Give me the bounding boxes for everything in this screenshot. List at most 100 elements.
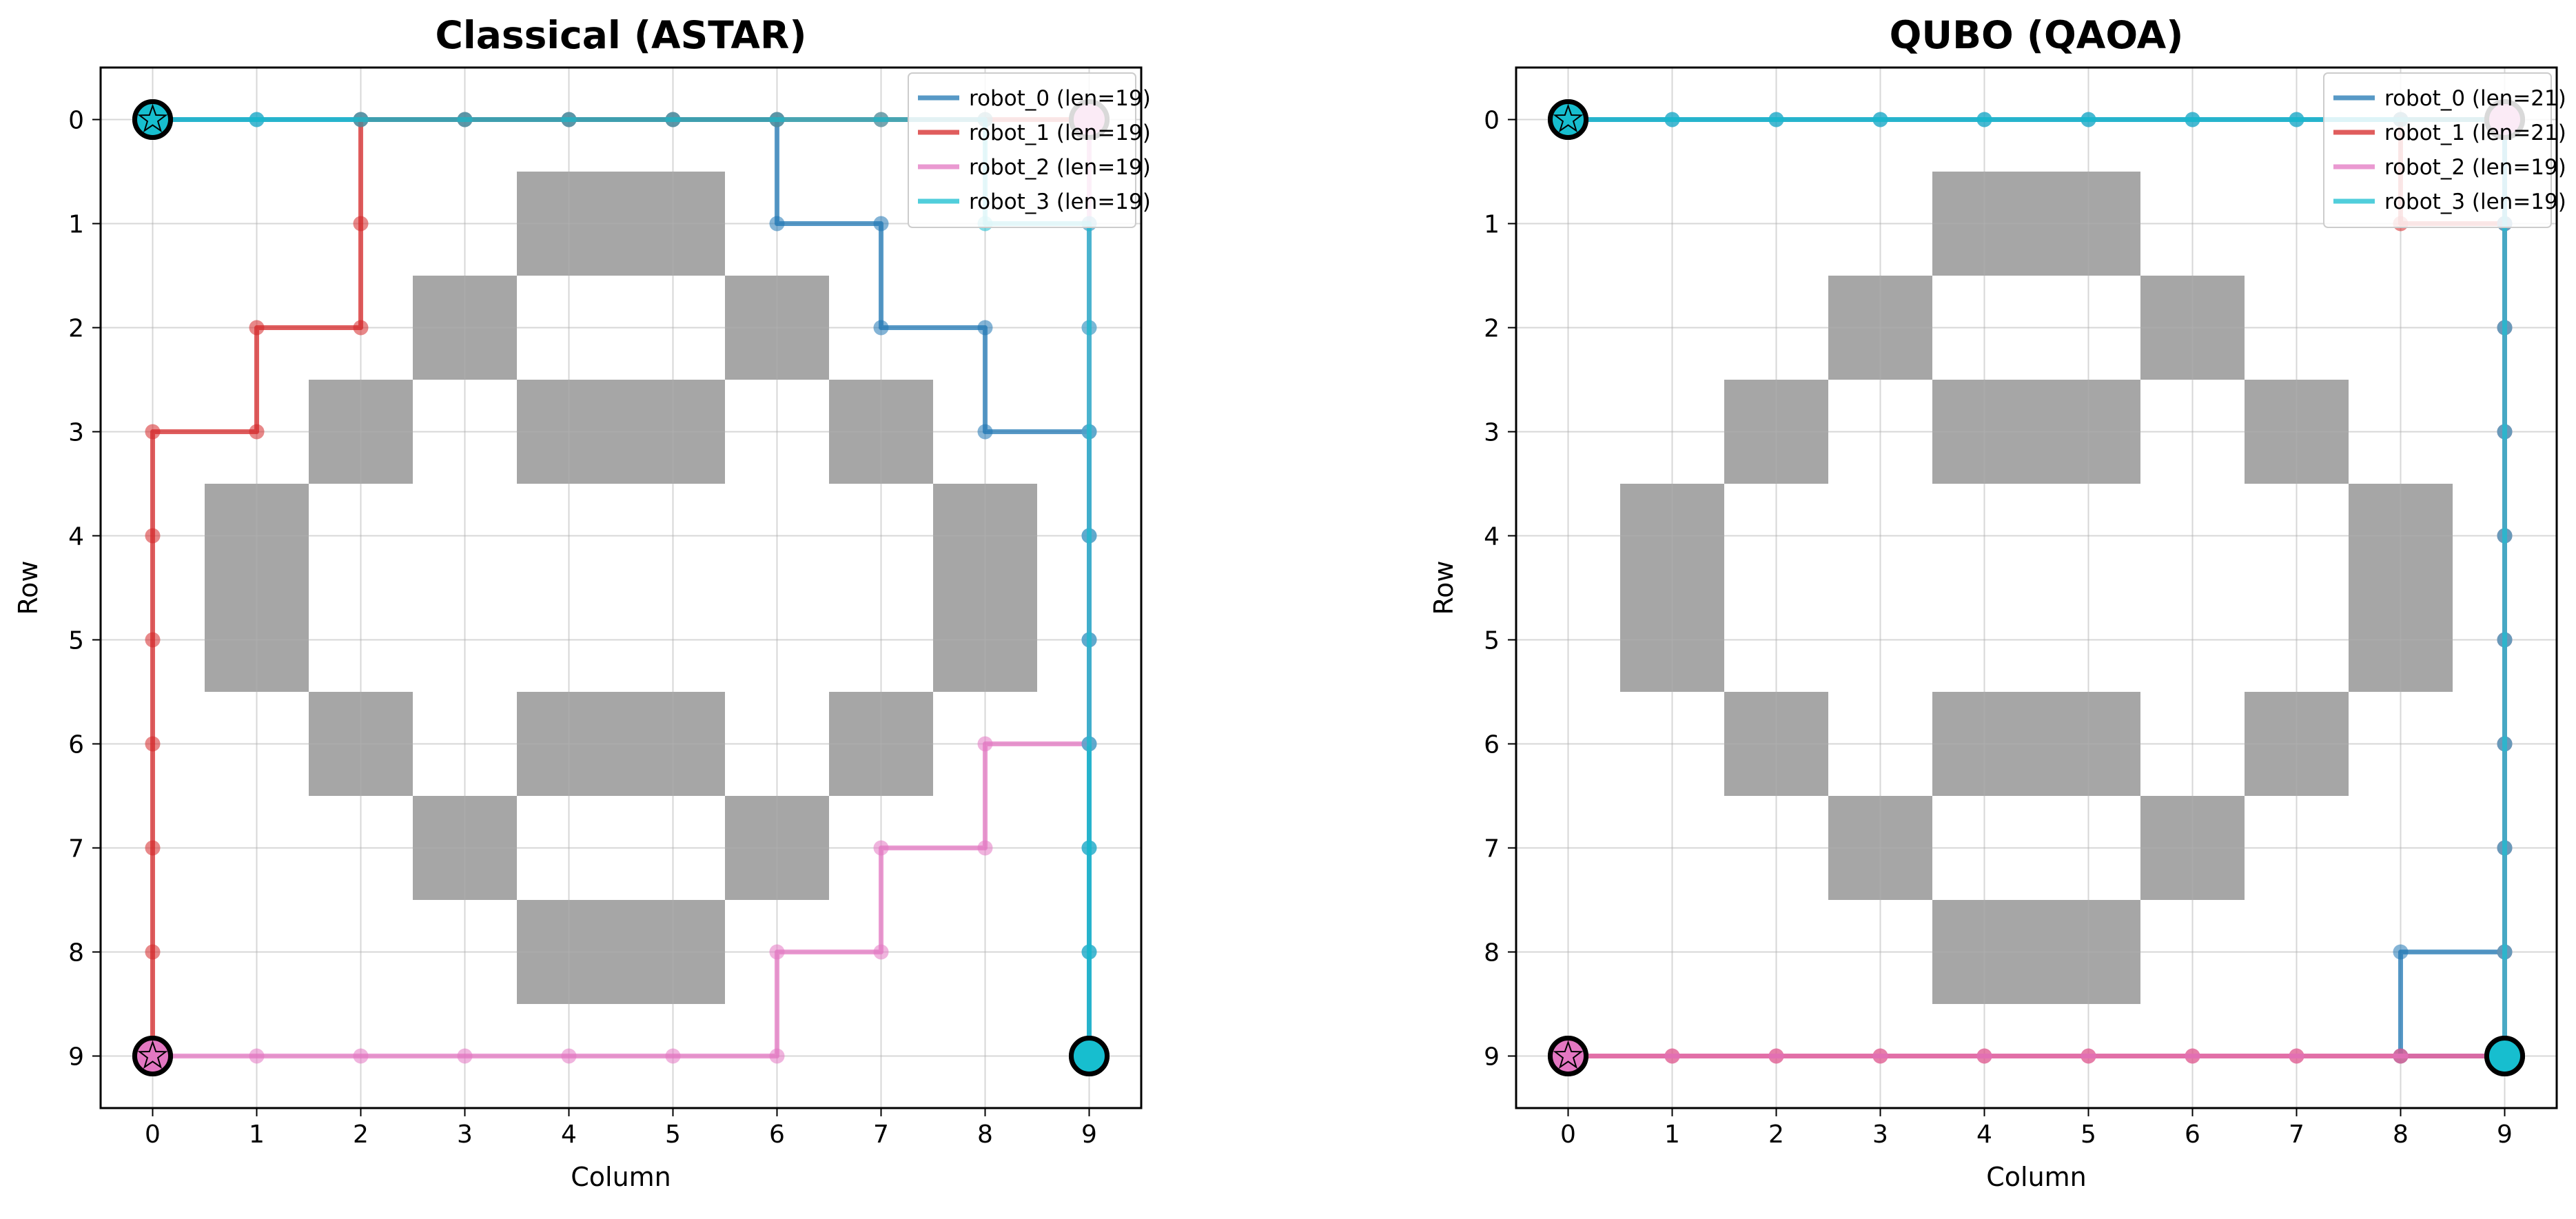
- chart-title: QUBO (QAOA): [1890, 13, 2184, 57]
- path-point-robot-3: [353, 112, 369, 127]
- axes-frame: [99, 66, 1143, 1109]
- y-tick-label: 0: [1484, 107, 1500, 135]
- path-point-robot-0: [977, 320, 993, 336]
- start-star-robot-2: [137, 1040, 168, 1069]
- y-tick-label: 9: [1484, 1043, 1500, 1072]
- path-point-robot-2: [2185, 1048, 2200, 1064]
- path-point-robot-3: [2497, 736, 2513, 752]
- path-point-robot-3: [1081, 944, 1097, 960]
- x-tick-label: 3: [457, 1120, 473, 1149]
- path-point-robot-3: [2497, 424, 2513, 440]
- y-tick-label: 6: [68, 731, 84, 759]
- x-tick-label: 1: [1664, 1120, 1680, 1149]
- legend-entry-robot-2: robot_2 (len=19): [969, 155, 1151, 180]
- path-point-robot-1: [249, 320, 265, 336]
- y-tick-label: 7: [68, 835, 84, 863]
- path-point-robot-3: [2185, 112, 2200, 127]
- path-point-robot-1: [145, 424, 161, 440]
- x-axis-label: Column: [1986, 1162, 2087, 1192]
- y-tick-label: 9: [68, 1043, 84, 1072]
- path-point-robot-3: [1872, 112, 1888, 127]
- path-point-robot-0: [873, 320, 889, 336]
- x-tick-label: 3: [1872, 1120, 1888, 1149]
- path-point-robot-2: [873, 840, 889, 856]
- x-tick-label: 0: [145, 1120, 161, 1149]
- path-point-robot-3: [873, 112, 889, 127]
- y-tick-label: 1: [68, 211, 84, 239]
- path-point-robot-3: [1081, 840, 1097, 856]
- chart-panel-1: QUBO (QAOA) 0 1 2 3 4 5 6 7 8 9 0 1 2 3 4 5 6 7 8 9 Column Row…: [1429, 13, 2566, 1192]
- path-point-robot-3: [1664, 112, 1680, 127]
- x-tick-label: 5: [665, 1120, 681, 1149]
- path-point-robot-0: [977, 424, 993, 440]
- legend-box: [908, 72, 1136, 228]
- path-point-robot-2: [1664, 1048, 1680, 1064]
- path-point-robot-3: [1081, 528, 1097, 544]
- path-point-robot-3: [1081, 424, 1097, 440]
- goal-marker-robot-3: [2484, 1036, 2525, 1076]
- path-point-robot-2: [1976, 1048, 1992, 1064]
- goal-marker-robot-3: [1069, 1036, 1110, 1076]
- path-point-robot-3: [1081, 632, 1097, 648]
- x-tick-label: 7: [873, 1120, 889, 1149]
- start-star-robot-2: [1553, 1040, 1584, 1069]
- x-tick-label: 2: [1768, 1120, 1784, 1149]
- y-tick-label: 4: [68, 523, 84, 551]
- path-point-robot-1: [353, 216, 369, 232]
- path-point-robot-2: [561, 1048, 577, 1064]
- start-star-robot-3: [1553, 103, 1584, 133]
- path-point-robot-2: [1768, 1048, 1784, 1064]
- path-point-robot-3: [1768, 112, 1784, 127]
- path-point-robot-3: [2497, 944, 2513, 960]
- x-tick-label: 5: [2081, 1120, 2096, 1149]
- path-point-robot-3: [561, 112, 577, 127]
- x-tick-label: 8: [2393, 1120, 2409, 1149]
- legend: robot_0 (len=19) robot_1 (len=19) robot_2 …: [908, 72, 1151, 228]
- x-tick-label: 6: [2185, 1120, 2200, 1149]
- y-tick-label: 6: [1484, 731, 1500, 759]
- legend-entry-robot-0: robot_0 (len=21): [2384, 86, 2566, 111]
- legend-entry-robot-0: robot_0 (len=19): [969, 86, 1151, 111]
- path-point-robot-3: [2497, 840, 2513, 856]
- path-point-robot-1: [145, 736, 161, 752]
- path-point-robot-1: [145, 840, 161, 856]
- path-point-robot-2: [769, 944, 785, 960]
- y-tick-label: 7: [1484, 835, 1500, 863]
- y-tick-label: 5: [1484, 627, 1500, 655]
- path-point-robot-2: [977, 736, 993, 752]
- path-point-robot-2: [1872, 1048, 1888, 1064]
- y-tick-label: 3: [68, 419, 84, 447]
- legend-entry-robot-3: robot_3 (len=19): [969, 189, 1151, 214]
- x-tick-label: 8: [977, 1120, 993, 1149]
- x-tick-label: 7: [2289, 1120, 2304, 1149]
- y-tick-label: 0: [68, 107, 84, 135]
- y-tick-label: 8: [68, 939, 84, 967]
- path-point-robot-3: [1081, 320, 1097, 336]
- path-point-robot-3: [249, 112, 265, 127]
- y-axis-label: Row: [13, 560, 43, 615]
- y-tick-label: 2: [68, 315, 84, 343]
- axes-frame: [1515, 66, 2558, 1109]
- path-point-robot-3: [1081, 736, 1097, 752]
- path-point-robot-2: [2081, 1048, 2096, 1064]
- path-point-robot-0: [873, 216, 889, 232]
- x-tick-label: 9: [2497, 1120, 2513, 1149]
- path-point-robot-1: [353, 320, 369, 336]
- path-point-robot-3: [2497, 528, 2513, 544]
- path-point-robot-3: [2289, 112, 2304, 127]
- path-point-robot-1: [145, 528, 161, 544]
- path-point-robot-2: [977, 840, 993, 856]
- path-point-robot-3: [2497, 632, 2513, 648]
- x-tick-label: 4: [561, 1120, 577, 1149]
- legend-box: [2323, 72, 2552, 228]
- path-point-robot-3: [457, 112, 473, 127]
- path-point-robot-3: [665, 112, 681, 127]
- path-point-robot-2: [873, 944, 889, 960]
- y-tick-label: 2: [1484, 315, 1500, 343]
- x-tick-label: 2: [353, 1120, 369, 1149]
- path-point-robot-2: [457, 1048, 473, 1064]
- path-point-robot-2: [249, 1048, 265, 1064]
- y-tick-label: 1: [1484, 211, 1500, 239]
- legend-entry-robot-1: robot_1 (len=19): [969, 121, 1151, 145]
